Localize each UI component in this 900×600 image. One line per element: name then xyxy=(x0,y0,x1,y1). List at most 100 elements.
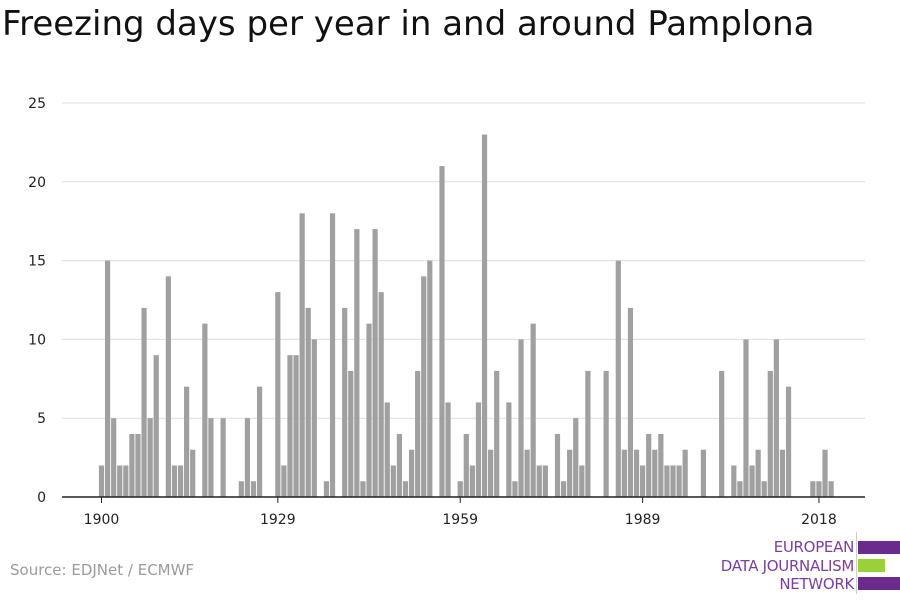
axes: 0 5 10 15 20 25 1900 1929 1959 1989 2018 xyxy=(28,96,865,528)
bar xyxy=(457,481,463,497)
bar xyxy=(281,465,287,497)
bar xyxy=(366,323,372,497)
bar xyxy=(360,481,366,497)
chart-title: Freezing days per year in and around Pam… xyxy=(2,4,815,44)
bar xyxy=(153,355,159,497)
bar xyxy=(816,481,822,497)
logo-bar-bottom xyxy=(858,577,900,590)
bar xyxy=(202,323,208,497)
bar xyxy=(779,449,786,497)
bar xyxy=(184,386,190,497)
bar xyxy=(658,433,664,497)
y-tick-label: 15 xyxy=(28,254,46,270)
bar xyxy=(208,418,214,497)
bar xyxy=(384,402,390,497)
bar xyxy=(542,465,548,497)
bar xyxy=(396,433,403,497)
bar xyxy=(536,465,542,497)
bar xyxy=(445,402,451,497)
y-tick-label: 5 xyxy=(37,411,46,427)
x-tick-label: 1929 xyxy=(260,512,296,528)
bar xyxy=(749,465,755,497)
logo-divider xyxy=(856,532,857,594)
bar xyxy=(731,465,737,497)
bar xyxy=(567,449,573,497)
y-tick-label: 0 xyxy=(37,490,46,506)
bar xyxy=(354,229,360,497)
bar xyxy=(98,465,105,497)
bar xyxy=(560,481,567,497)
bar xyxy=(378,292,384,497)
x-tick-label: 1959 xyxy=(442,512,478,528)
bar xyxy=(348,370,354,497)
bar xyxy=(469,465,475,497)
bar xyxy=(439,166,445,498)
logo-text: EUROPEAN DATA JOURNALISM NETWORK xyxy=(720,538,855,594)
bar xyxy=(390,465,396,497)
gridlines xyxy=(62,102,865,419)
bar xyxy=(111,418,117,497)
bar xyxy=(238,481,244,497)
bar xyxy=(129,433,135,497)
logo-line-2: DATA JOURNALISM xyxy=(720,556,855,575)
bar xyxy=(323,481,330,497)
bar xyxy=(579,465,585,497)
bar xyxy=(171,465,178,497)
bar xyxy=(488,449,494,497)
bar xyxy=(755,449,761,497)
bar xyxy=(664,465,670,497)
bar xyxy=(822,449,828,497)
bar xyxy=(810,481,816,497)
bar xyxy=(603,370,609,497)
bar xyxy=(293,355,299,497)
bar xyxy=(299,213,305,497)
bar xyxy=(719,370,725,497)
bar xyxy=(305,307,311,497)
bar xyxy=(700,449,707,497)
bar xyxy=(828,481,834,497)
bar-chart: 0 5 10 15 20 25 1900 1929 1959 1989 2018 xyxy=(28,96,865,528)
bar xyxy=(177,465,184,497)
bar xyxy=(190,449,196,497)
bar xyxy=(767,370,773,497)
bar xyxy=(256,386,263,497)
bar xyxy=(147,418,153,497)
bar xyxy=(421,276,427,497)
bar xyxy=(785,386,792,497)
logo-bar-top xyxy=(858,541,900,554)
bar xyxy=(250,481,257,497)
bars xyxy=(98,134,834,498)
y-tick-label: 25 xyxy=(28,96,46,112)
bar xyxy=(737,481,743,497)
bar xyxy=(573,418,579,497)
bar xyxy=(123,465,129,497)
bar xyxy=(463,433,469,497)
bar xyxy=(402,481,409,497)
bar xyxy=(311,339,317,497)
bar xyxy=(640,465,646,497)
bar xyxy=(627,307,634,497)
bar xyxy=(481,134,488,497)
bar xyxy=(141,307,147,497)
bar xyxy=(342,307,348,497)
bar xyxy=(676,465,682,497)
bar xyxy=(135,433,141,497)
bar xyxy=(652,449,658,497)
source-note: Source: EDJNet / ECMWF xyxy=(10,561,195,579)
bar xyxy=(494,370,500,497)
bar xyxy=(524,449,530,497)
bar xyxy=(220,418,226,497)
bar xyxy=(512,481,518,497)
bar xyxy=(682,449,688,497)
bar xyxy=(773,339,779,497)
bar xyxy=(743,339,749,497)
bar xyxy=(244,418,251,497)
bar xyxy=(506,402,512,497)
x-tick-label: 1900 xyxy=(84,512,120,528)
bar xyxy=(633,449,640,497)
bar xyxy=(287,355,293,497)
logo-bar-middle xyxy=(858,559,885,572)
x-tick-label: 2018 xyxy=(801,512,837,528)
logo-line-3: NETWORK xyxy=(779,575,854,593)
edjnet-logo: EUROPEAN DATA JOURNALISM NETWORK xyxy=(706,532,900,594)
